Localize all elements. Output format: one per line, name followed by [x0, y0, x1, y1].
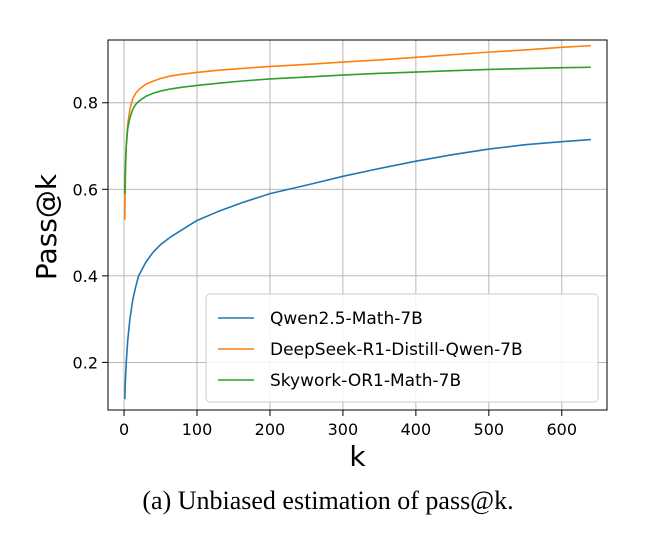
x-axis-label: k [349, 440, 366, 473]
x-tick-label: 300 [328, 420, 359, 439]
legend: Qwen2.5-Math-7B DeepSeek-R1-Distill-Qwen-… [205, 293, 599, 403]
figure-caption: (a) Unbiased estimation of pass@k. [142, 486, 514, 515]
grid [108, 40, 607, 410]
x-tick-label: 200 [255, 420, 286, 439]
plot-frame [107, 39, 608, 411]
y-axis-label: Pass@k [30, 173, 63, 280]
legend-label: Qwen2.5-Math-7B [270, 309, 423, 329]
chart: 0 100 200 300 400 500 600 0.2 0.4 0.6 0.8 k Pass@k… [30, 39, 608, 473]
tick-labels: 0 100 200 300 400 500 600 0.2 0.4 0.6 0.8 [73, 94, 577, 439]
legend-label: DeepSeek-R1-Distill-Qwen-7B [270, 340, 523, 360]
x-tick-label: 400 [401, 420, 432, 439]
series-line [123, 66, 591, 194]
x-tick-label: 0 [119, 420, 129, 439]
legend-label: Skywork-OR1-Math-7B [270, 371, 461, 391]
y-tick-label: 0.2 [73, 353, 98, 372]
x-tick-label: 100 [182, 420, 213, 439]
legend-box [205, 293, 599, 403]
y-tick-label: 0.4 [73, 267, 98, 286]
series-line [123, 44, 591, 220]
x-tick-label: 600 [546, 420, 577, 439]
series-line [123, 138, 592, 400]
series-lines [123, 44, 592, 400]
y-tick-label: 0.8 [73, 94, 98, 113]
x-tick-label: 500 [474, 420, 505, 439]
tick-marks [102, 102, 563, 416]
y-tick-label: 0.6 [73, 180, 98, 199]
